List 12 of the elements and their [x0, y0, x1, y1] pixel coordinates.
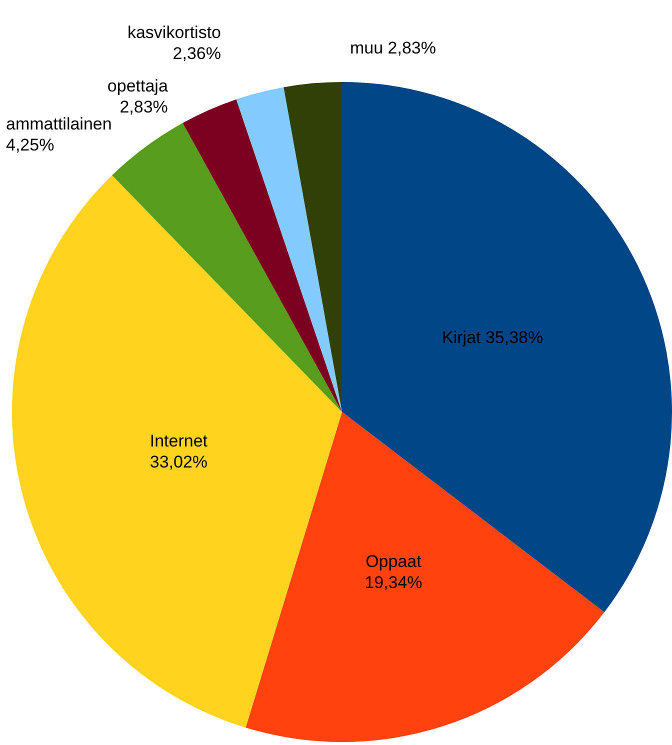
data-label: 4,25% [6, 136, 54, 155]
slice-label: Internet [150, 431, 208, 450]
slice-label: Oppaat [366, 552, 422, 571]
data-label: 33,02% [150, 452, 208, 472]
slice-label: ammattilainen [6, 114, 112, 134]
slice-label: opettaja [107, 76, 168, 96]
slice-label: muu 2,83% [350, 38, 436, 58]
data-label: 2,83% [120, 97, 168, 116]
data-label: 2,36% [172, 44, 221, 63]
data-label: 19,34% [364, 572, 422, 592]
slice-label: kasvikortisto [127, 22, 221, 42]
slice-label: Kirjat 35,38% [442, 328, 544, 348]
